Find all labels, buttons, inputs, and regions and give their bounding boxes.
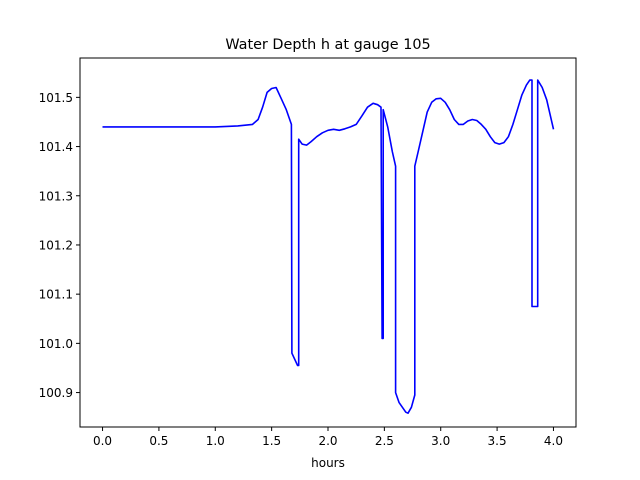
x-tick-label: 0.0 — [93, 434, 112, 448]
series-line — [102, 79, 555, 415]
y-tick-label: 101.5 — [39, 91, 73, 105]
y-tick-label: 101.4 — [39, 140, 73, 154]
x-tick-label: 3.0 — [431, 434, 450, 448]
x-tick-label: 0.5 — [149, 434, 168, 448]
x-tick-label: 2.0 — [318, 434, 337, 448]
y-tick-label: 101.3 — [39, 189, 73, 203]
x-tick-label: 2.5 — [375, 434, 394, 448]
x-axis-label: hours — [311, 456, 345, 470]
y-tick-label: 101.1 — [39, 288, 73, 302]
y-axis: 100.9 101.0 101.1 101.2 101.3 101.4 101.5 — [39, 91, 80, 400]
y-tick-label: 100.9 — [39, 386, 73, 400]
x-tick-label: 3.5 — [488, 434, 507, 448]
x-tick-label: 4.0 — [544, 434, 563, 448]
x-tick-label: 1.5 — [262, 434, 281, 448]
x-tick-label: 1.0 — [206, 434, 225, 448]
y-tick-label: 101.0 — [39, 337, 73, 351]
y-tick-label: 101.2 — [39, 238, 73, 252]
chart-title: Water Depth h at gauge 105 — [225, 37, 430, 53]
x-axis: 0.0 0.5 1.0 1.5 2.0 2.5 3.0 3.5 4.0 — [93, 427, 563, 448]
plot-frame — [79, 57, 577, 428]
